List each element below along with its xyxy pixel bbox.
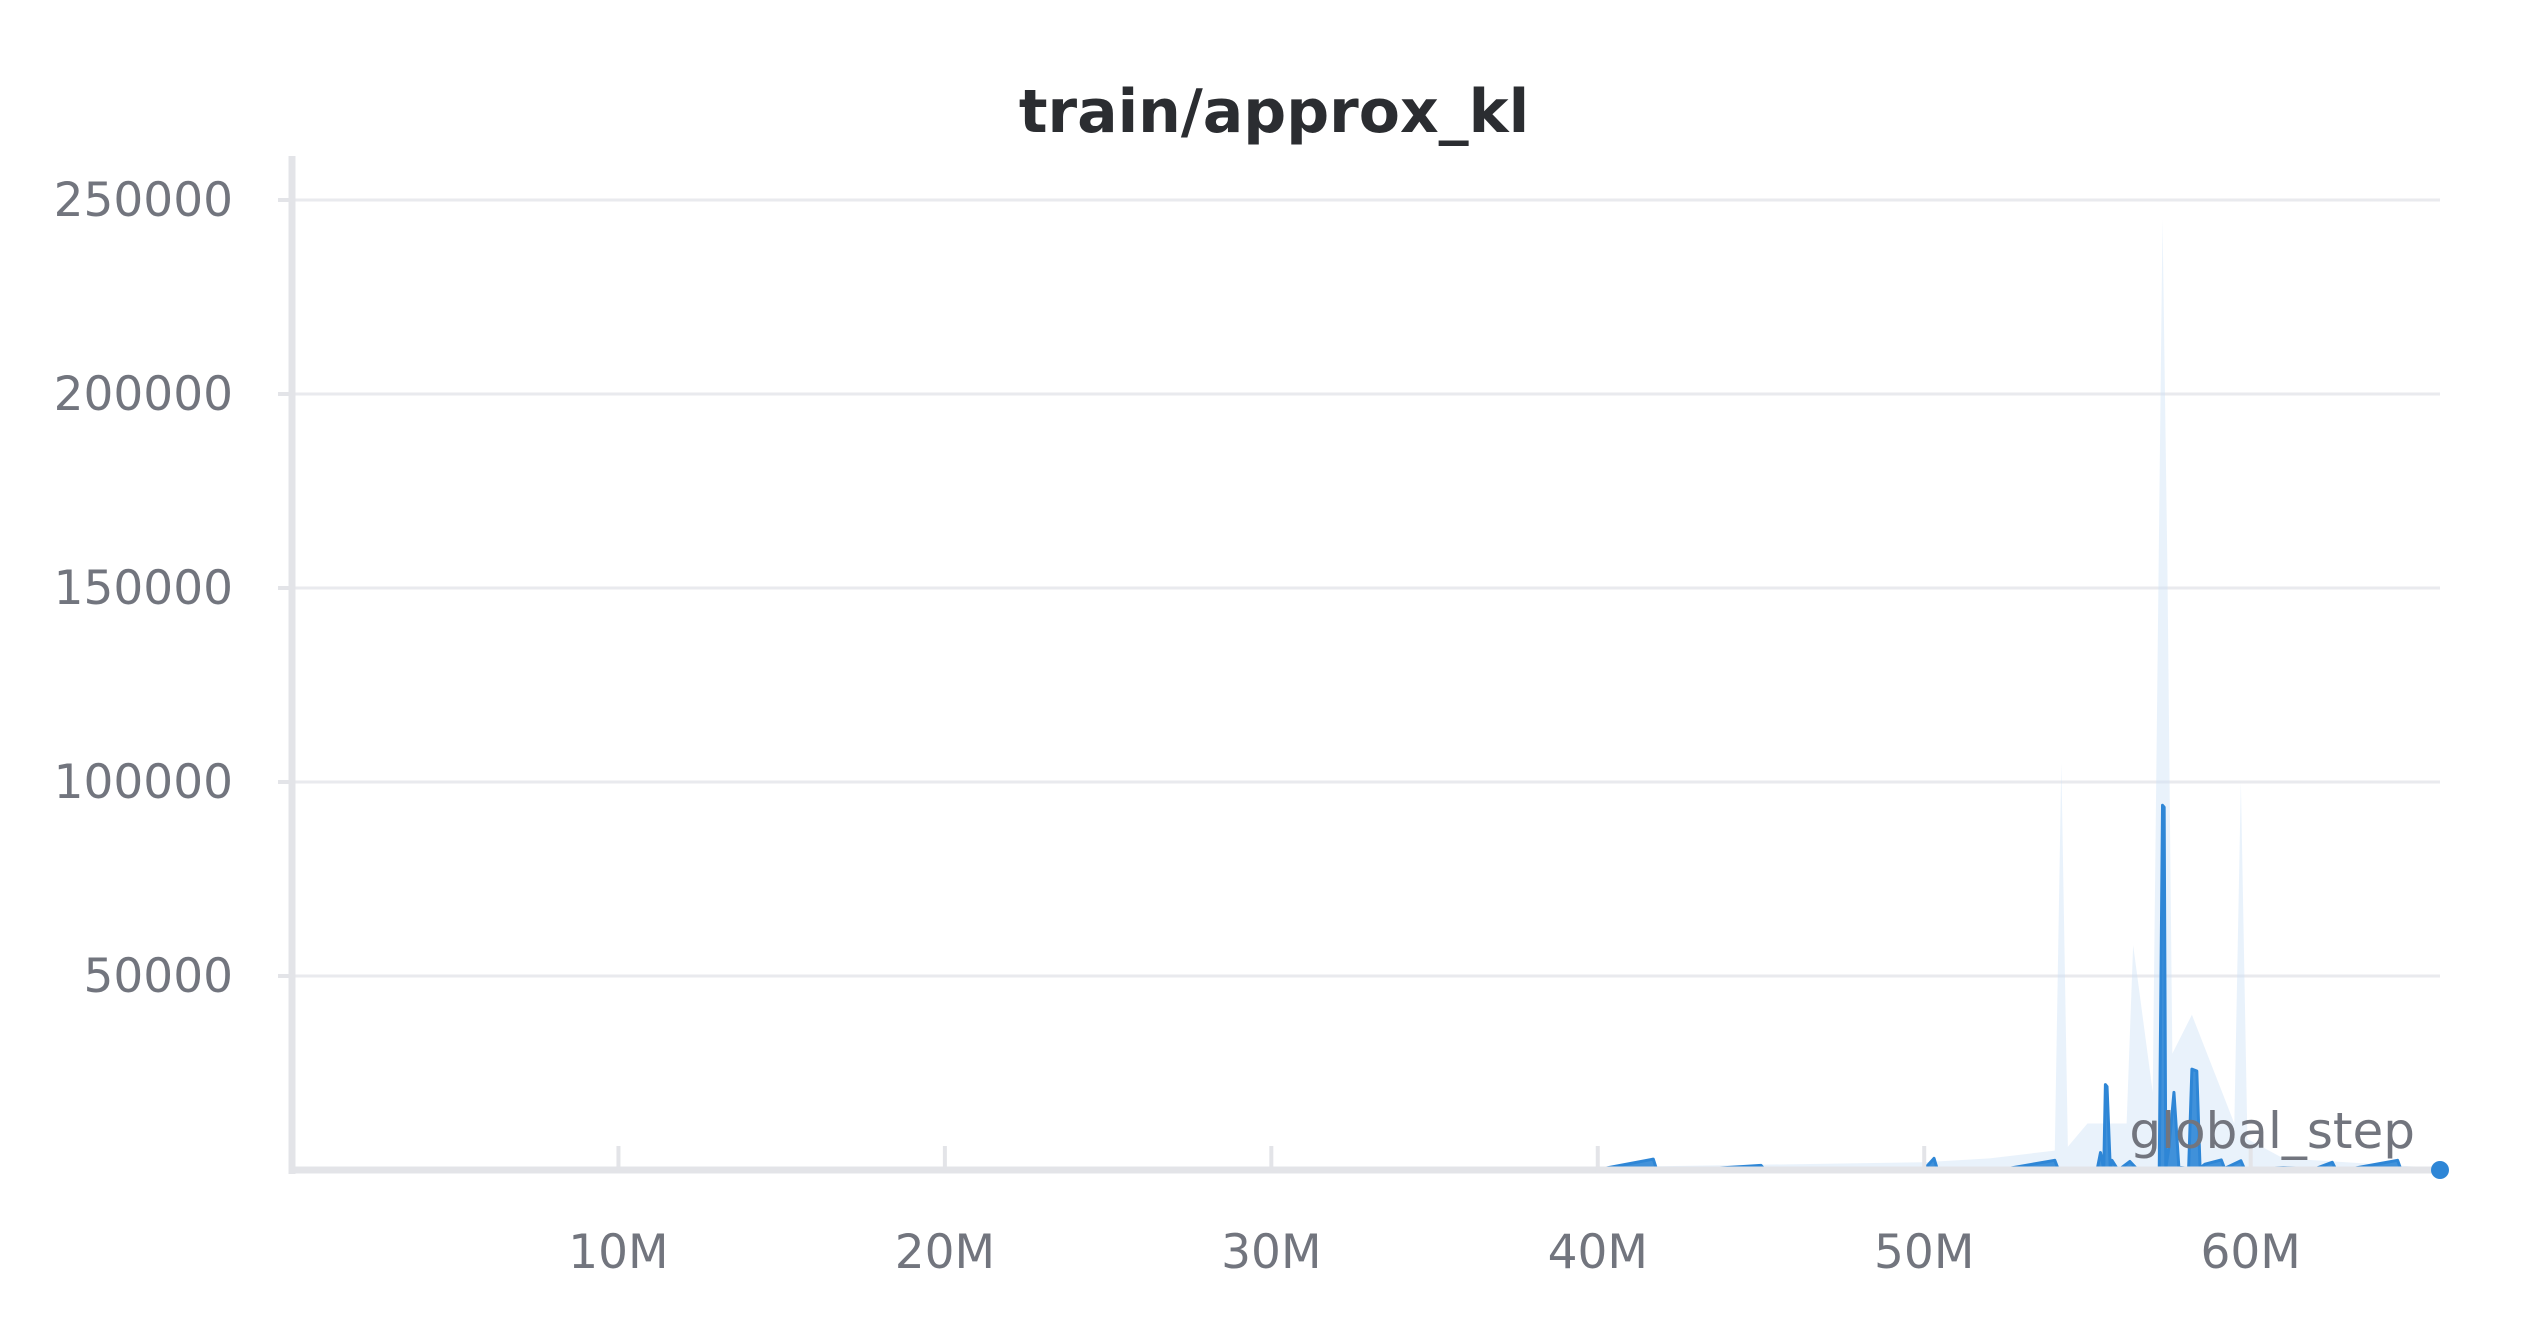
y-tick-label: 100000	[54, 755, 233, 810]
x-tick-label: 10M	[568, 1225, 668, 1280]
ticks-layer: 50000 100000 150000 200000 250000 10M 20M 30M 40…	[54, 173, 2301, 1280]
x-tick-label: 40M	[1548, 1225, 1648, 1280]
series-line	[291, 803, 2441, 1172]
series-area	[292, 805, 2440, 1170]
y-tick-label: 250000	[54, 173, 233, 228]
series-layer	[291, 803, 2441, 1172]
x-tick-label: 20M	[895, 1225, 995, 1280]
y-tick-label: 200000	[54, 367, 233, 422]
series-end-marker	[2431, 1161, 2449, 1179]
uncertainty-band	[292, 219, 2440, 1170]
x-axis-title: global_step	[2129, 1102, 2415, 1160]
x-tick-label: 30M	[1221, 1225, 1321, 1280]
band-area	[292, 219, 2440, 1170]
chart-title: train/approx_kl	[1019, 77, 1529, 147]
axes-layer	[278, 156, 2440, 1174]
y-tick-label: 150000	[54, 561, 233, 616]
grid-layer	[292, 198, 2440, 978]
x-tick-label: 60M	[2200, 1225, 2300, 1280]
y-tick-label: 50000	[83, 949, 233, 1004]
x-tick-label: 50M	[1874, 1225, 1974, 1280]
